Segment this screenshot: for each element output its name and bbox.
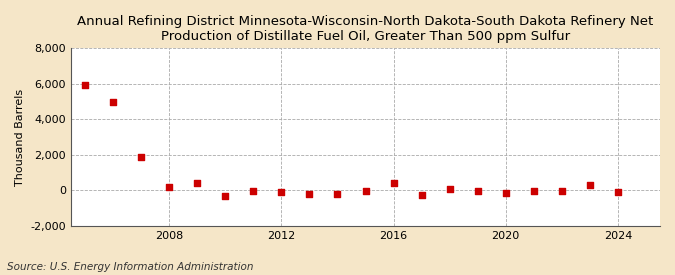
Point [556,189,567,194]
Point [444,187,455,192]
Point [108,99,119,104]
Point [388,181,399,185]
Point [332,192,343,196]
Point [192,181,202,185]
Point [80,82,90,87]
Point [304,192,315,196]
Point [585,183,595,187]
Point [500,191,511,195]
Point [248,189,259,194]
Point [220,194,231,198]
Point [472,189,483,194]
Point [529,189,539,194]
Title: Annual Refining District Minnesota-Wisconsin-North Dakota-South Dakota Refinery : Annual Refining District Minnesota-Wisco… [78,15,653,43]
Point [136,155,146,159]
Point [276,190,287,194]
Y-axis label: Thousand Barrels: Thousand Barrels [15,89,25,186]
Point [164,185,175,189]
Point [416,192,427,197]
Text: Source: U.S. Energy Information Administration: Source: U.S. Energy Information Administ… [7,262,253,272]
Point [612,190,623,194]
Point [360,189,371,194]
